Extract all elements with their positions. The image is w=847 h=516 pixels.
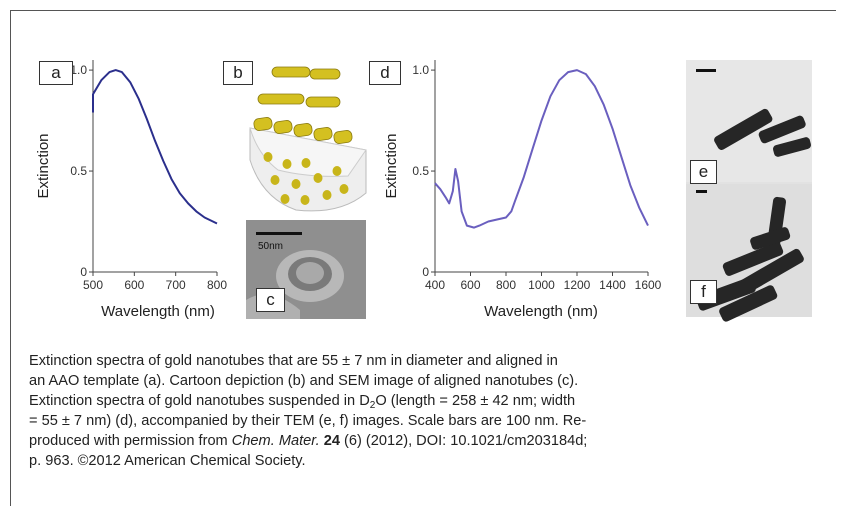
x-tick-label: 1000: [528, 278, 555, 292]
y-tick-label: 0: [80, 265, 87, 279]
panel-label-e: e: [690, 160, 717, 184]
y-tick-label: 0.5: [412, 164, 429, 178]
y-tick-label: 1.0: [70, 63, 87, 77]
caption-text: (6) (2012), DOI: 10.1021/cm203184d;: [339, 433, 588, 449]
panel-label-c: c: [256, 288, 285, 312]
x-tick-label: 1400: [599, 278, 626, 292]
journal-volume: 24: [323, 433, 340, 449]
y-axis-label: Extinction: [35, 133, 52, 198]
caption-text: produced with permission from: [29, 433, 232, 449]
chart-panel-a: 500 600 700 800 0 0.5 1.0 Wavelength (nm) Extinc…: [35, 60, 227, 320]
panel-label-a: a: [39, 61, 73, 85]
y-tick-label: 1.0: [412, 63, 429, 77]
y-axis-label: Extinction: [383, 133, 400, 198]
y-tick-label: 0: [422, 265, 429, 279]
x-tick-label: 400: [425, 278, 445, 292]
chart-panel-d: 400 600 800 1000 1200 1400 1600 0 0.5 1.0 Waveleng…: [383, 60, 662, 320]
x-tick-label: 600: [124, 278, 144, 292]
x-tick-label: 600: [460, 278, 480, 292]
sem-image-panel-c: 50nm: [246, 220, 366, 319]
caption-line: Extinction spectra of gold nanotubes sus…: [29, 391, 819, 411]
x-tick-label: 1200: [564, 278, 591, 292]
y-tick-label: 0.5: [70, 164, 87, 178]
caption-text: O (length = 258 ± 42 nm; width: [375, 393, 576, 409]
caption-line: an AAO template (a). Cartoon depiction (…: [29, 373, 579, 389]
extinction-series-line: [434, 69, 649, 229]
panel-label-d: d: [369, 61, 401, 85]
figure-caption: Extinction spectra of gold nanotubes tha…: [29, 351, 819, 471]
caption-line: Extinction spectra of gold nanotubes tha…: [29, 353, 558, 369]
x-tick-label: 500: [83, 278, 103, 292]
caption-line: = 55 ± 7 nm) (d), accompanied by their T…: [29, 413, 587, 429]
panel-label-b: b: [223, 61, 253, 85]
sem-scale-label: 50nm: [258, 241, 283, 252]
x-tick-label: 800: [496, 278, 516, 292]
x-tick-label: 800: [207, 278, 227, 292]
frame-top-border: [10, 10, 836, 11]
caption-line: p. 963. ©2012 American Chemical Society.: [29, 453, 306, 469]
panel-label-f: f: [690, 280, 717, 304]
x-tick-label: 700: [166, 278, 186, 292]
x-axis-label: Wavelength (nm): [101, 303, 215, 320]
caption-text: Extinction spectra of gold nanotubes sus…: [29, 393, 370, 409]
caption-subscript: 2: [369, 400, 376, 411]
journal-name: Chem. Mater.: [231, 433, 320, 449]
x-tick-label: 1600: [635, 278, 662, 292]
cartoon-panel-b: [249, 66, 367, 212]
x-axis-label: Wavelength (nm): [484, 303, 598, 320]
figure-frame: [10, 10, 836, 506]
frame-left-border: [10, 10, 11, 506]
extinction-series-line: [92, 69, 218, 225]
caption-line: produced with permission from Chem. Mate…: [29, 431, 819, 451]
